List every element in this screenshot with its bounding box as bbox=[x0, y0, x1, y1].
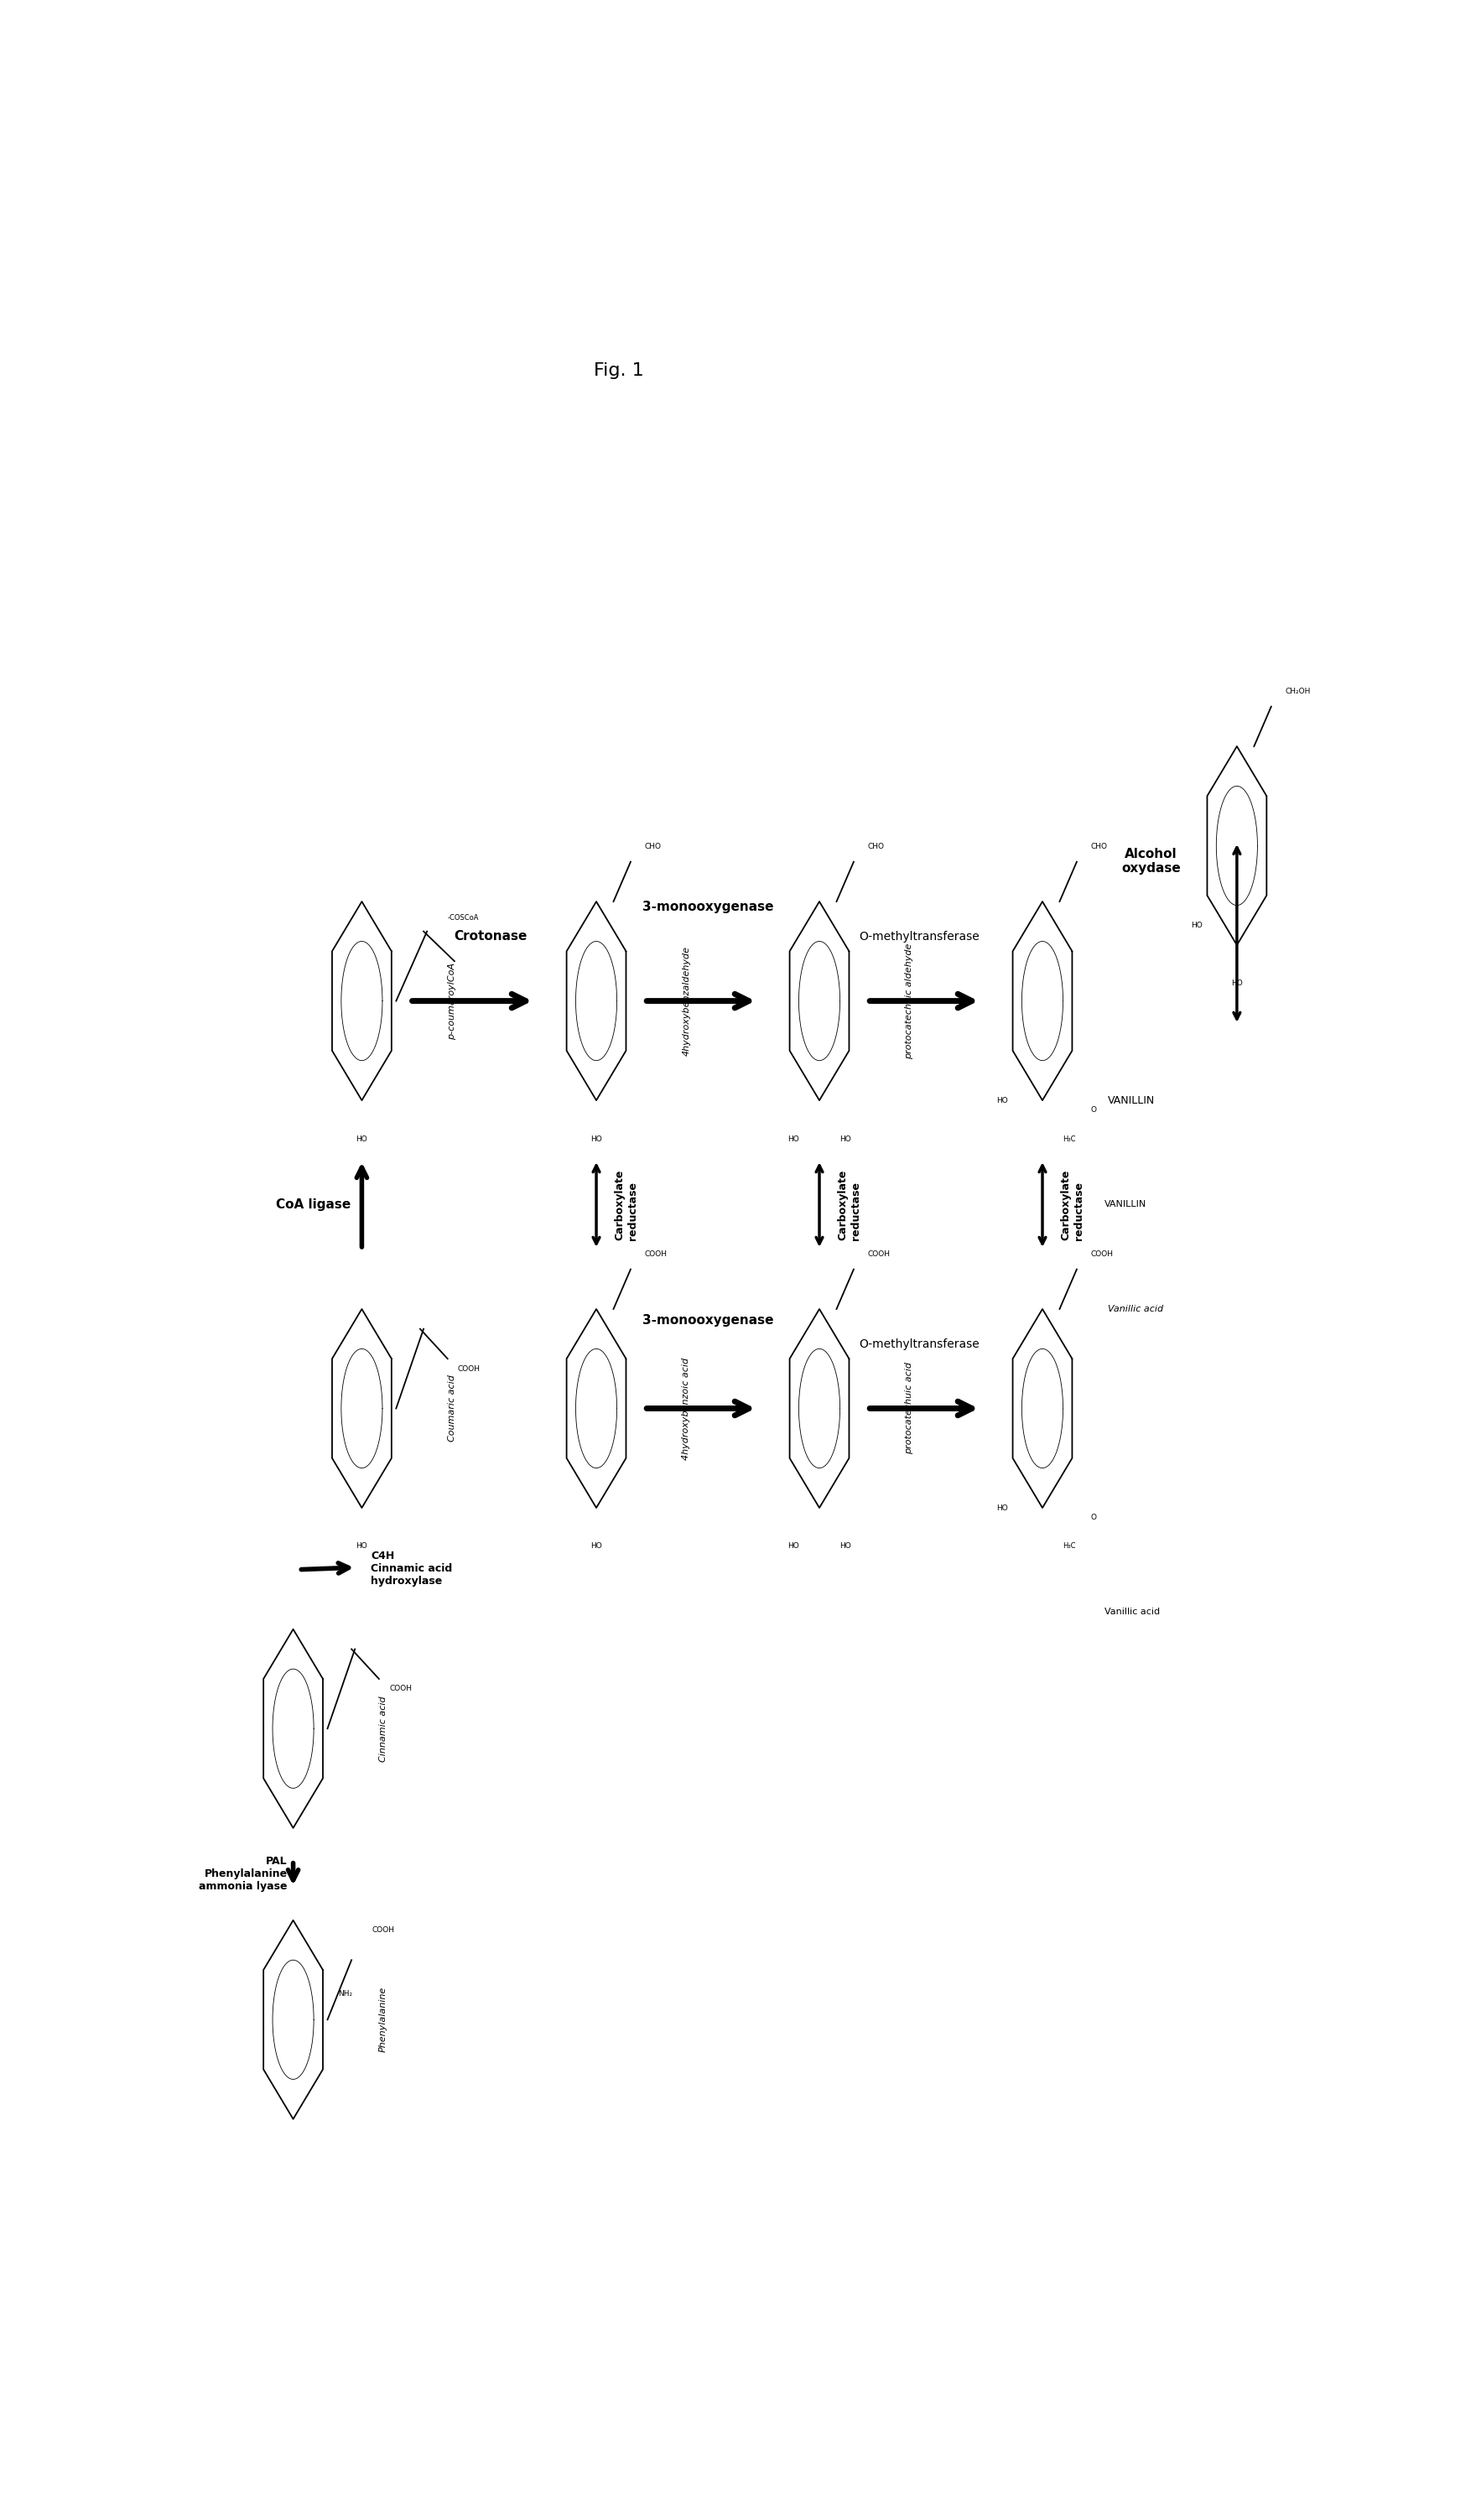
Text: CHO: CHO bbox=[1091, 844, 1107, 852]
Text: Cinnamic acid: Cinnamic acid bbox=[379, 1696, 387, 1761]
Text: Vanillic acid: Vanillic acid bbox=[1107, 1305, 1163, 1313]
Text: p-coumaroylCoA: p-coumaroylCoA bbox=[447, 963, 456, 1041]
Text: protocatechuic aldehyde: protocatechuic aldehyde bbox=[905, 942, 914, 1058]
Text: C4H
Cinnamic acid
hydroxylase: C4H Cinnamic acid hydroxylase bbox=[370, 1550, 453, 1588]
Text: Alcohol
oxydase: Alcohol oxydase bbox=[1122, 847, 1181, 874]
Text: Phenylalanine: Phenylalanine bbox=[379, 1986, 387, 2051]
Text: O-methyltransferase: O-methyltransferase bbox=[859, 1338, 980, 1351]
Text: O-methyltransferase: O-methyltransferase bbox=[859, 930, 980, 942]
Text: H₃C: H₃C bbox=[1063, 1542, 1076, 1550]
Text: HO: HO bbox=[840, 1542, 852, 1550]
Text: HO: HO bbox=[590, 1134, 602, 1142]
Text: HO: HO bbox=[787, 1134, 799, 1142]
Text: HO: HO bbox=[590, 1542, 602, 1550]
Text: Crotonase: Crotonase bbox=[453, 930, 527, 942]
Text: Vanillic acid: Vanillic acid bbox=[1104, 1608, 1160, 1615]
Text: NH₂: NH₂ bbox=[338, 1991, 353, 1998]
Text: COOH: COOH bbox=[372, 1925, 394, 1933]
Text: COOH: COOH bbox=[645, 1250, 667, 1257]
Text: O: O bbox=[1091, 1515, 1097, 1522]
Text: VANILLIN: VANILLIN bbox=[1107, 1094, 1154, 1106]
Text: PAL
Phenylalanine
ammonia lyase: PAL Phenylalanine ammonia lyase bbox=[199, 1857, 288, 1893]
Text: CHO: CHO bbox=[645, 844, 661, 852]
Text: HO: HO bbox=[840, 1134, 852, 1142]
Text: COOH: COOH bbox=[868, 1250, 890, 1257]
Text: HO: HO bbox=[1191, 922, 1203, 930]
Text: O: O bbox=[1091, 1106, 1097, 1114]
Text: HO: HO bbox=[996, 1504, 1008, 1512]
Text: HO: HO bbox=[996, 1096, 1008, 1104]
Text: protocatechuic acid: protocatechuic acid bbox=[905, 1363, 914, 1454]
Text: 4hydroxybenzoic acid: 4hydroxybenzoic acid bbox=[682, 1358, 691, 1459]
Text: COOH: COOH bbox=[1091, 1250, 1113, 1257]
Text: COOH: COOH bbox=[458, 1366, 481, 1373]
Text: HO: HO bbox=[1231, 980, 1243, 988]
Text: HO: HO bbox=[356, 1134, 368, 1142]
Text: COOH: COOH bbox=[390, 1686, 412, 1693]
Text: -COSCoA: -COSCoA bbox=[447, 915, 480, 922]
Text: Fig. 1: Fig. 1 bbox=[595, 363, 644, 378]
Text: H₃C: H₃C bbox=[1063, 1134, 1076, 1142]
Text: HO: HO bbox=[356, 1542, 368, 1550]
Text: Coumaric acid: Coumaric acid bbox=[447, 1376, 456, 1441]
Text: CHO: CHO bbox=[868, 844, 884, 852]
Text: CH₂OH: CH₂OH bbox=[1286, 688, 1311, 696]
Text: HO: HO bbox=[787, 1542, 799, 1550]
Text: 3-monooxygenase: 3-monooxygenase bbox=[642, 902, 773, 915]
Text: VANILLIN: VANILLIN bbox=[1104, 1200, 1147, 1207]
Text: CoA ligase: CoA ligase bbox=[276, 1200, 350, 1212]
Text: Carboxylate
reductase: Carboxylate reductase bbox=[838, 1169, 861, 1240]
Text: 4hydroxybenzaldehyde: 4hydroxybenzaldehyde bbox=[682, 945, 691, 1056]
Text: 3-monooxygenase: 3-monooxygenase bbox=[642, 1315, 773, 1328]
Text: Carboxylate
reductase: Carboxylate reductase bbox=[1061, 1169, 1085, 1240]
Text: Carboxylate
reductase: Carboxylate reductase bbox=[614, 1169, 638, 1240]
